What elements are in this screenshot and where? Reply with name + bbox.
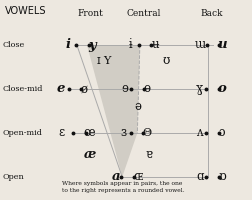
Text: e: e <box>57 82 66 95</box>
Text: ɵ: ɵ <box>144 82 151 95</box>
Text: o: o <box>217 82 226 95</box>
Text: i: i <box>66 38 71 51</box>
Text: ɑ: ɑ <box>196 170 204 184</box>
Text: ø: ø <box>81 82 88 95</box>
Text: ɶ: ɶ <box>133 170 143 184</box>
Polygon shape <box>87 45 140 177</box>
Text: VOWELS: VOWELS <box>5 6 47 16</box>
Text: ɔ: ɔ <box>218 127 225 140</box>
Text: ʊ: ʊ <box>163 54 170 68</box>
Text: ɒ: ɒ <box>218 170 226 184</box>
Text: ɜ: ɜ <box>120 127 127 140</box>
Text: Central: Central <box>127 9 161 18</box>
Text: Front: Front <box>78 9 104 18</box>
Text: ʌ: ʌ <box>197 127 203 140</box>
Text: ɘ: ɘ <box>121 82 128 95</box>
Text: y: y <box>88 38 96 51</box>
Text: Close: Close <box>3 41 25 49</box>
Text: ɣ: ɣ <box>196 82 203 95</box>
Text: Y: Y <box>103 56 111 66</box>
Text: œ: œ <box>83 127 95 140</box>
Text: ɯ: ɯ <box>194 38 205 51</box>
Text: Back: Back <box>200 9 223 18</box>
Text: Open: Open <box>3 173 24 181</box>
Text: Close-mid: Close-mid <box>3 85 43 93</box>
Text: Θ: Θ <box>142 128 151 138</box>
Text: a: a <box>112 170 120 184</box>
Text: ʉ: ʉ <box>151 38 159 51</box>
Text: ɪ: ɪ <box>97 54 100 68</box>
Text: ə: ə <box>134 100 141 114</box>
Text: u: u <box>217 38 227 51</box>
Text: Where symbols appear in pairs, the one
to the right represents a rounded vowel.: Where symbols appear in pairs, the one t… <box>62 181 184 193</box>
Text: ɨ: ɨ <box>129 38 132 51</box>
Text: ɛ: ɛ <box>58 127 64 140</box>
Text: Open-mid: Open-mid <box>3 129 42 137</box>
Text: æ: æ <box>83 148 96 161</box>
Text: ɐ: ɐ <box>145 148 152 161</box>
